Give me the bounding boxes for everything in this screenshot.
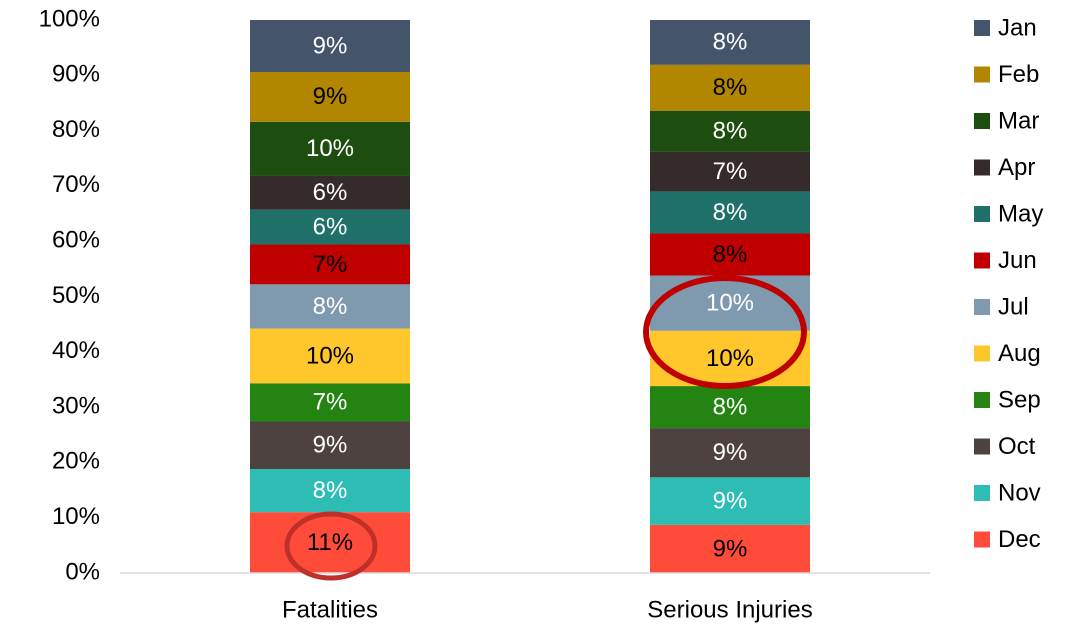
y-tick-label: 100% bbox=[39, 5, 100, 32]
y-tick-label: 0% bbox=[65, 558, 100, 585]
bar-segment bbox=[250, 284, 410, 329]
bar-segment bbox=[650, 151, 810, 192]
bar-segment bbox=[650, 428, 810, 478]
legend-swatch bbox=[974, 392, 990, 408]
bar-segment bbox=[250, 175, 410, 210]
bar-segment bbox=[250, 421, 410, 470]
legend-label: Jul bbox=[998, 293, 1029, 320]
bar-segment bbox=[650, 20, 810, 65]
highlight-circle bbox=[643, 275, 807, 389]
bar-segment bbox=[650, 477, 810, 525]
legend-swatch bbox=[974, 299, 990, 315]
data-label: 8% bbox=[313, 293, 348, 320]
data-label: 10% bbox=[306, 135, 354, 162]
data-label: 9% bbox=[313, 32, 348, 59]
y-tick-label: 30% bbox=[52, 392, 100, 419]
data-label: 9% bbox=[713, 535, 748, 562]
data-label: 6% bbox=[313, 213, 348, 240]
legend-label: Oct bbox=[998, 433, 1036, 460]
legend-label: Sep bbox=[998, 386, 1041, 413]
legend-label: Apr bbox=[998, 154, 1035, 181]
bar-segment bbox=[250, 383, 410, 422]
legend-swatch bbox=[974, 159, 990, 176]
plot: 0% 10% 20% 30% 40% 50% 60% 70% 80% 90% 100% Fatalit… bbox=[39, 5, 1044, 623]
y-tick-label: 40% bbox=[52, 337, 100, 364]
data-label: 9% bbox=[313, 83, 348, 110]
data-label: 9% bbox=[313, 432, 348, 459]
bar-segment bbox=[650, 275, 810, 331]
bar-segment bbox=[650, 110, 810, 152]
bar-segment bbox=[250, 209, 410, 245]
bar-segment bbox=[650, 191, 810, 234]
data-label: 6% bbox=[313, 179, 348, 206]
data-label: 10% bbox=[306, 342, 354, 369]
data-label: 10% bbox=[706, 289, 754, 316]
y-tick-label: 10% bbox=[52, 503, 100, 530]
legend-label: Nov bbox=[998, 479, 1041, 506]
data-label: 8% bbox=[713, 393, 748, 420]
data-label: 9% bbox=[713, 487, 748, 514]
data-label: 8% bbox=[313, 477, 348, 504]
bar-segment bbox=[250, 244, 410, 285]
legend-swatch bbox=[974, 66, 990, 83]
data-label: 8% bbox=[713, 74, 748, 101]
bar-segment bbox=[650, 64, 810, 111]
y-tick-label: 70% bbox=[52, 171, 100, 198]
data-label: 8% bbox=[713, 241, 748, 268]
highlight-circle bbox=[284, 511, 378, 581]
data-label: 8% bbox=[713, 199, 748, 226]
x-tick-label: Serious Injuries bbox=[647, 596, 812, 623]
legend-label: Jun bbox=[998, 247, 1037, 274]
y-tick-label: 20% bbox=[52, 448, 100, 475]
y-tick-label: 80% bbox=[52, 116, 100, 143]
data-label: 7% bbox=[313, 251, 348, 278]
data-label: 7% bbox=[713, 158, 748, 185]
bar-segment bbox=[250, 512, 410, 573]
legend-swatch bbox=[974, 531, 990, 548]
legend-label: Mar bbox=[998, 107, 1039, 134]
bar-segment bbox=[250, 20, 410, 72]
legend-label: May bbox=[998, 200, 1043, 227]
y-tick-label: 60% bbox=[52, 227, 100, 254]
y-tick-label: 90% bbox=[52, 61, 100, 88]
x-tick-label: Fatalities bbox=[282, 596, 378, 623]
bar-segment bbox=[250, 121, 410, 176]
bar-segment bbox=[250, 469, 410, 513]
data-label: 10% bbox=[706, 345, 754, 372]
y-tick-label: 50% bbox=[52, 282, 100, 309]
bar-segment bbox=[250, 71, 410, 122]
legend-swatch bbox=[974, 206, 990, 222]
data-label: 8% bbox=[713, 29, 748, 56]
data-label: 7% bbox=[313, 389, 348, 416]
bar-segment bbox=[650, 233, 810, 276]
bar-segment bbox=[250, 328, 410, 384]
legend-swatch bbox=[974, 438, 990, 455]
bar-segment bbox=[650, 386, 810, 429]
legend-swatch bbox=[974, 485, 990, 501]
legend-label: Jan bbox=[998, 14, 1037, 41]
data-label: 9% bbox=[713, 439, 748, 466]
legend-swatch bbox=[974, 345, 990, 362]
legend-swatch bbox=[974, 20, 990, 36]
legend-label: Aug bbox=[998, 340, 1041, 367]
legend-swatch bbox=[974, 252, 990, 269]
bar-segment bbox=[650, 524, 810, 573]
data-label: 11% bbox=[307, 529, 353, 556]
legend-swatch bbox=[974, 113, 990, 129]
data-label: 8% bbox=[713, 117, 748, 144]
legend-label: Feb bbox=[998, 61, 1039, 88]
legend-label: Dec bbox=[998, 526, 1041, 553]
